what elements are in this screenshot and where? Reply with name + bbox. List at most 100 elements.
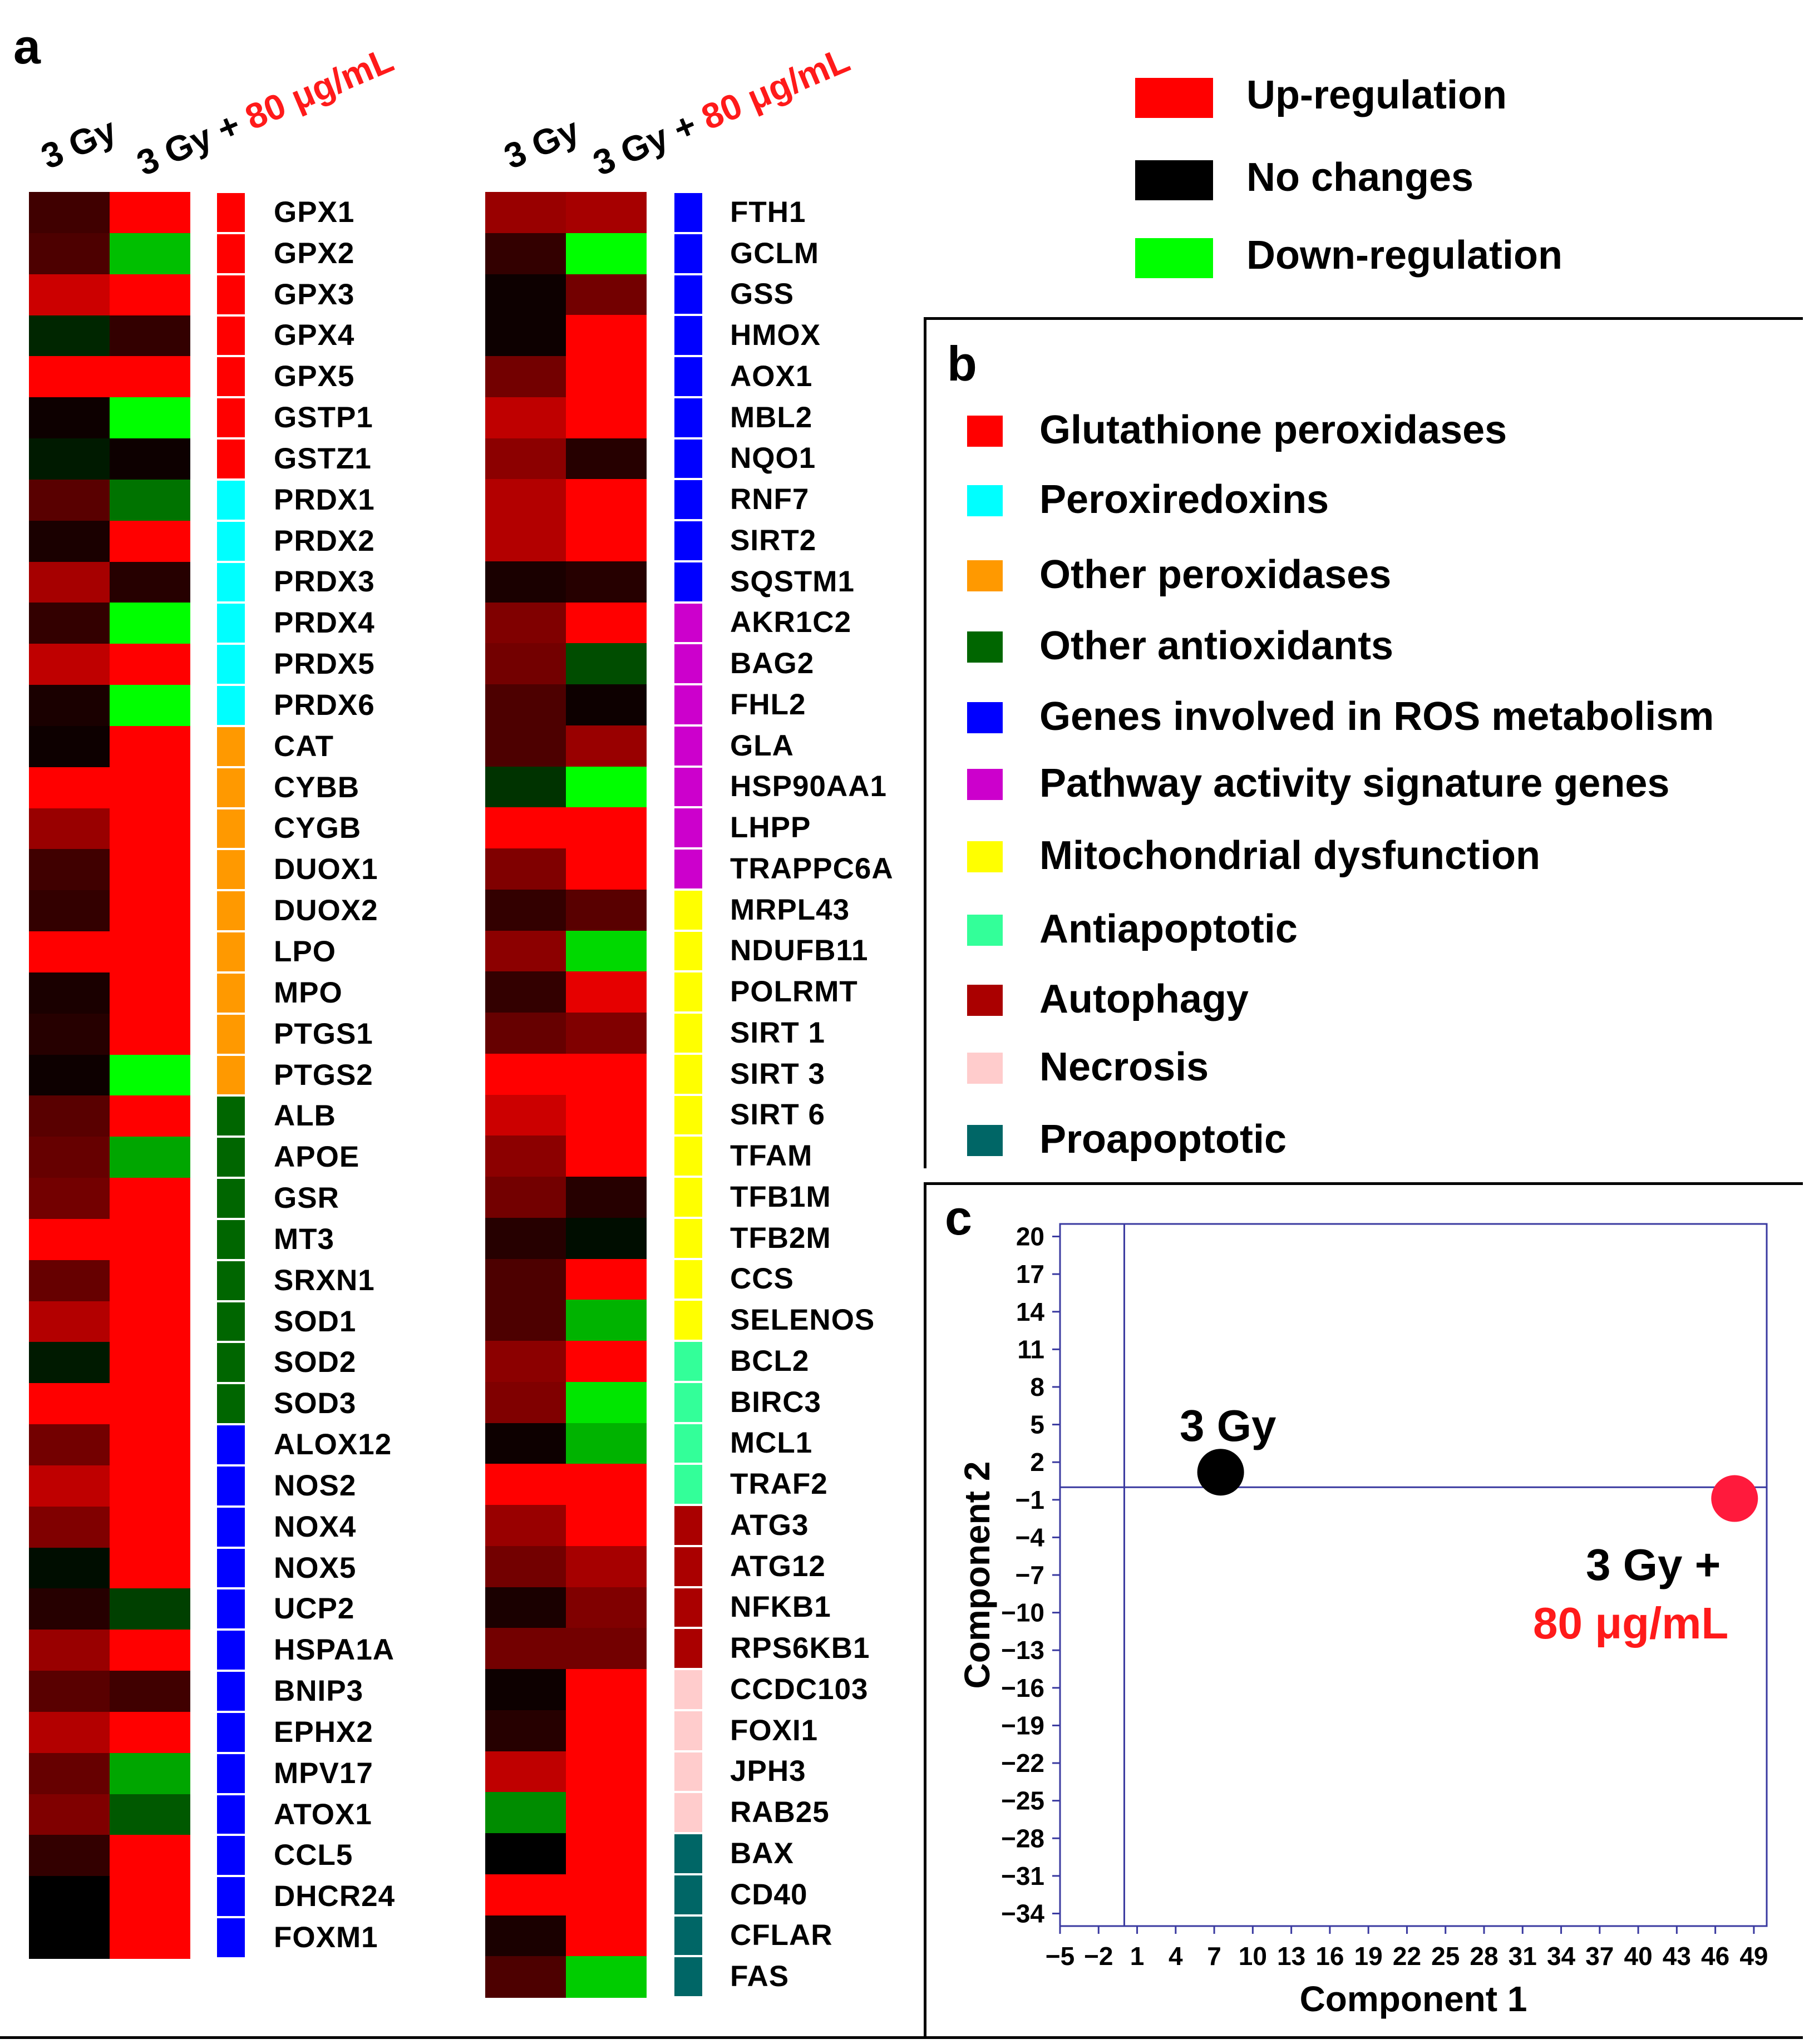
heatmap-cell-left-alox12-col2 xyxy=(110,1424,190,1466)
heatmap-cell-right-aox1-col1 xyxy=(485,356,566,398)
gene-label-left: SOD1 xyxy=(274,1305,357,1338)
heatmap-cell-left-prdx3-col1 xyxy=(29,561,110,603)
heatmap-cell-right-ndufb11-col1 xyxy=(485,930,566,972)
heatmap-cell-left-ephx2-col1 xyxy=(29,1711,110,1754)
heatmap-cell-right-polrmt-col2 xyxy=(566,971,647,1013)
group-label-7: Antiapoptotic xyxy=(1039,907,1298,951)
x-tick-label: 10 xyxy=(1239,1942,1267,1971)
heatmap-cell-left-prdx2-col2 xyxy=(110,520,190,562)
heatmap-cell-left-gpx3-col2 xyxy=(110,274,190,316)
gene-label-right: MBL2 xyxy=(730,401,813,434)
x-tick-label: 37 xyxy=(1585,1942,1614,1971)
gene-label-right: SELENOS xyxy=(730,1304,875,1337)
heatmap-cell-right-bax-col1 xyxy=(485,1833,566,1875)
heatmap-cell-right-selenos-col2 xyxy=(566,1300,647,1341)
heatmap-cell-right-foxi1-col2 xyxy=(566,1710,647,1752)
gene-label-right: ATG12 xyxy=(730,1549,826,1583)
gene-label-left: GPX1 xyxy=(274,195,355,229)
heatmap-cell-right-sirt1-col2 xyxy=(566,1013,647,1054)
heatmap-cell-right-sirt3-col1 xyxy=(485,1053,566,1095)
group-marker-right-gclm xyxy=(674,234,702,273)
heatmap-cell-left-hspa1a-col1 xyxy=(29,1630,110,1671)
gene-label-right: ATG3 xyxy=(730,1508,809,1542)
heatmap-cell-right-mcl1-col2 xyxy=(566,1423,647,1464)
gene-label-left: PRDX5 xyxy=(274,648,375,681)
group-marker-left-cat xyxy=(217,727,245,766)
group-swatch-10 xyxy=(967,1125,1003,1156)
group-marker-left-alox12 xyxy=(217,1425,245,1464)
gene-label-left: DUOX2 xyxy=(274,894,378,927)
group-label-0: Glutathione peroxidases xyxy=(1039,408,1507,452)
group-marker-left-mpv17 xyxy=(217,1754,245,1793)
heatmap-cell-left-gsr-col2 xyxy=(110,1178,190,1220)
heatmap-cell-right-bag2-col2 xyxy=(566,643,647,685)
heatmap-cell-left-sod1-col1 xyxy=(29,1301,110,1343)
heatmap-cell-right-mbl2-col2 xyxy=(566,397,647,439)
group-marker-right-mrpl43 xyxy=(674,890,702,930)
heatmap-cell-left-alox12-col1 xyxy=(29,1424,110,1466)
group-marker-right-tfam xyxy=(674,1137,702,1176)
heatmap-cell-right-sirt6-col2 xyxy=(566,1094,647,1136)
group-marker-left-apoe xyxy=(217,1138,245,1177)
gene-label-left: DUOX1 xyxy=(274,853,378,886)
group-marker-right-polrmt xyxy=(674,972,702,1011)
group-marker-left-prdx5 xyxy=(217,645,245,684)
heatmap-cell-right-atg3-col2 xyxy=(566,1505,647,1547)
heatmap-cell-right-rab25-col2 xyxy=(566,1792,647,1834)
heatmap-cell-right-hsp90aa1-col1 xyxy=(485,766,566,808)
heatmap-cell-right-mbl2-col1 xyxy=(485,397,566,439)
heatmap-cell-right-fas-col2 xyxy=(566,1956,647,1998)
group-marker-left-duox2 xyxy=(217,891,245,931)
heatmap-cell-right-tfam-col1 xyxy=(485,1135,566,1177)
heatmap-cell-right-selenos-col1 xyxy=(485,1300,566,1341)
heatmap-cell-left-mpo-col2 xyxy=(110,972,190,1014)
heatmap-cell-right-mrpl43-col1 xyxy=(485,889,566,931)
y-tick-label: −13 xyxy=(1001,1636,1044,1665)
heatmap-cell-left-bnip3-col2 xyxy=(110,1671,190,1712)
y-tick-label: −31 xyxy=(1001,1862,1044,1890)
heatmap-cell-right-tfb2m-col2 xyxy=(566,1217,647,1260)
gene-label-right: RAB25 xyxy=(730,1796,830,1829)
heatmap-cell-left-sod1-col2 xyxy=(110,1301,190,1343)
heatmap-cell-left-sod3-col1 xyxy=(29,1383,110,1425)
x-tick-label: 7 xyxy=(1207,1942,1221,1971)
heatmap-cell-right-gclm-col2 xyxy=(566,233,647,275)
group-marker-left-gpx4 xyxy=(217,316,245,356)
heatmap-cell-left-apoe-col1 xyxy=(29,1137,110,1178)
group-marker-left-ptgs2 xyxy=(217,1055,245,1095)
gene-label-right: TFB1M xyxy=(730,1180,831,1213)
heatmap-cell-left-duox1-col2 xyxy=(110,849,190,891)
heatmap-cell-right-bax-col2 xyxy=(566,1833,647,1875)
heatmap-cell-right-hmox-col1 xyxy=(485,315,566,357)
x-tick-label: 49 xyxy=(1739,1942,1768,1971)
gene-label-right: LHPP xyxy=(730,811,811,845)
gene-label-left: MPV17 xyxy=(274,1756,373,1790)
heatmap-cell-left-gpx4-col2 xyxy=(110,315,190,357)
group-marker-right-akr1c2 xyxy=(674,603,702,643)
heatmap-cell-left-gstz1-col2 xyxy=(110,438,190,480)
group-marker-left-ephx2 xyxy=(217,1712,245,1752)
group-marker-left-sod2 xyxy=(217,1343,245,1383)
gene-label-right: GSS xyxy=(730,278,794,311)
heatmap-cell-left-mpv17-col2 xyxy=(110,1752,190,1795)
gene-label-left: BNIP3 xyxy=(274,1675,364,1708)
heatmap-cell-right-lhpp-col1 xyxy=(485,807,566,849)
gene-label-right: FHL2 xyxy=(730,688,806,721)
gene-label-left: EPHX2 xyxy=(274,1715,373,1749)
gene-label-left: SOD3 xyxy=(274,1387,357,1420)
group-marker-left-gpx2 xyxy=(217,234,245,273)
gene-label-right: BAG2 xyxy=(730,647,815,680)
heatmap-cell-left-prdx5-col1 xyxy=(29,644,110,685)
gene-label-left: NOS2 xyxy=(274,1469,357,1502)
heatmap-cell-left-nos2-col2 xyxy=(110,1465,190,1507)
group-marker-right-bag2 xyxy=(674,644,702,683)
group-marker-left-gpx3 xyxy=(217,275,245,314)
y-tick-label: 2 xyxy=(1030,1448,1044,1477)
group-marker-left-duox1 xyxy=(217,850,245,890)
heatmap-cell-left-nox4-col1 xyxy=(29,1506,110,1548)
legend-swatch-none xyxy=(1135,160,1213,200)
group-marker-left-dhcr24 xyxy=(217,1877,245,1917)
gene-label-right: CCS xyxy=(730,1262,794,1296)
heatmap-cell-right-fth1-col1 xyxy=(485,192,566,234)
